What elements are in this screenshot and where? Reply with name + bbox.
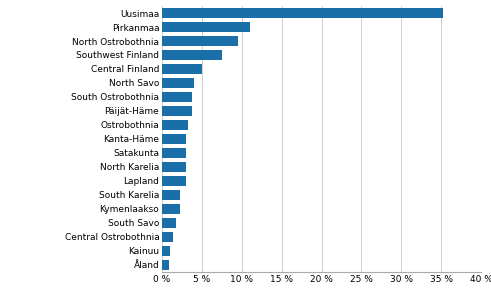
Bar [162,148,186,158]
Bar [162,78,194,88]
Bar [162,162,186,172]
Bar [162,246,170,256]
Bar [162,64,202,74]
Bar [162,190,180,200]
Bar [162,36,238,46]
Bar [162,106,191,116]
Bar [162,204,180,214]
Bar [162,260,169,270]
Bar [162,22,250,32]
Bar [162,232,173,242]
Bar [162,120,188,130]
Bar [162,92,192,102]
Bar [162,8,443,18]
Bar [162,218,176,228]
Bar [162,134,186,144]
Bar [162,176,186,186]
Bar [162,50,222,60]
